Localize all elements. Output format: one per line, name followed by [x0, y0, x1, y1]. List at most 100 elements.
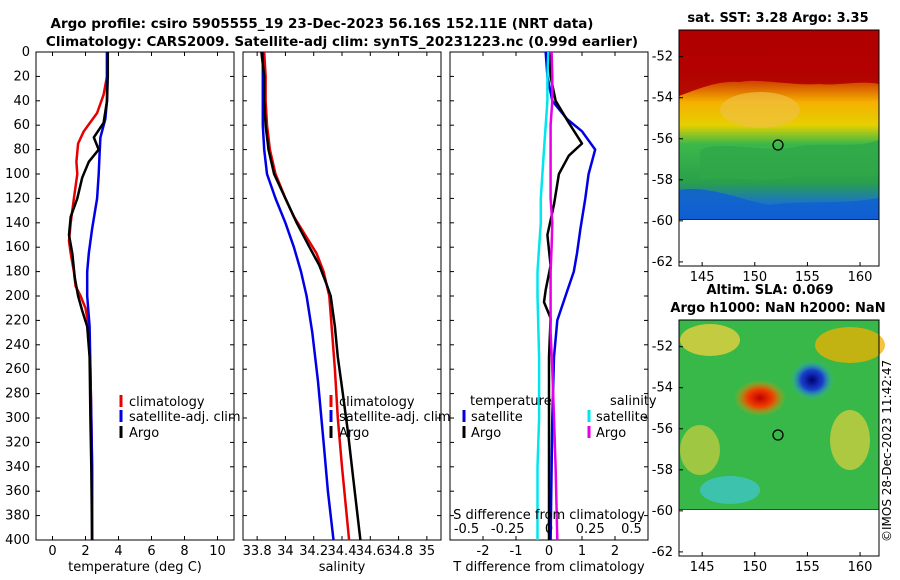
sla-patch	[680, 425, 720, 475]
temperature-xtick-label: 6	[147, 544, 155, 559]
difference-legend: temperature salinity satellite Argo sate…	[462, 394, 657, 441]
legend-header-salinity: salinity	[610, 394, 657, 409]
map_sst-lon-tick-label: 145	[690, 270, 715, 285]
map_sla-lat-tick-label: -54	[652, 381, 673, 396]
depth-tick-label: 100	[5, 167, 30, 182]
legend-label-t-argo: Argo	[471, 426, 501, 441]
map_sst-lat-tick-label: -62	[652, 255, 673, 270]
depth-tick-label: 340	[5, 460, 30, 475]
sla-low	[790, 360, 834, 400]
map_sst-lat-tick-label: -60	[652, 214, 673, 229]
sla-map-title1: Altim. SLA: 0.069	[707, 283, 834, 298]
map_sst-lat-tick-label: -58	[652, 173, 673, 188]
sla-map	[678, 319, 885, 511]
legend-label-t-satellite: satellite	[471, 410, 523, 425]
legend-label-climatology: climatology	[129, 395, 205, 410]
salinity-legend: climatology satellite-adj. clim Argo	[329, 395, 451, 441]
temperature-legend: climatology satellite-adj. clim Argo	[119, 395, 241, 441]
sst-no-data-area	[679, 220, 879, 266]
temperature-xtick-label: 4	[114, 544, 122, 559]
salinity-xtick-label: 34.4	[328, 544, 357, 559]
temperature-xlabel: temperature (deg C)	[68, 560, 202, 575]
difference-top-tick-label: -0.25	[491, 522, 525, 537]
difference-xtick-label: 0	[545, 544, 553, 559]
salinity-xtick-label: 33.8	[243, 544, 272, 559]
sla-map-title2: Argo h1000: NaN h2000: NaN	[670, 301, 885, 316]
salinity-series-satellite-adj-clim	[261, 52, 335, 541]
difference-series-salinity-satellite	[536, 51, 550, 540]
sla-high	[734, 380, 786, 416]
depth-tick-label: 320	[5, 435, 30, 450]
depth-tick-label: 0	[22, 45, 30, 60]
difference-xtick-label: 1	[578, 544, 586, 559]
map_sst-lon-tick-label: 155	[795, 270, 820, 285]
salinity-xtick-label: 34.6	[356, 544, 385, 559]
map_sla-lon-tick-label: 155	[795, 560, 820, 575]
depth-tick-label: 300	[5, 411, 30, 426]
map_sla-lat-tick-label: -58	[652, 463, 673, 478]
salinity-xtick-label: 34	[277, 544, 294, 559]
depth-tick-label: 40	[13, 94, 30, 109]
depth-tick-label: 60	[13, 118, 30, 133]
map_sla-lon-tick-label: 145	[690, 560, 715, 575]
legend-label-satellite: satellite-adj. clim	[129, 410, 241, 425]
depth-tick-label: 380	[5, 509, 30, 524]
map_sla-lon-tick-label: 160	[848, 560, 873, 575]
legend-label-satellite: satellite-adj. clim	[339, 410, 451, 425]
difference-xtick-label: 2	[611, 544, 619, 559]
depth-tick-label: 260	[5, 362, 30, 377]
argo-position-marker	[772, 429, 784, 441]
depth-tick-label: 360	[5, 484, 30, 499]
legend-label-argo: Argo	[129, 426, 159, 441]
map_sst-lat-tick-label: -54	[652, 91, 673, 106]
legend-label-argo: Argo	[339, 426, 369, 441]
salinity-xtick-label: 35	[419, 544, 436, 559]
sst-warm-region	[679, 30, 879, 96]
salinity-xtick-label: 34.2	[299, 544, 328, 559]
map_sst-lon-tick-label: 160	[848, 270, 873, 285]
depth-tick-label: 200	[5, 289, 30, 304]
salinity-series-argo	[260, 51, 362, 541]
temperature-plot-frame	[35, 51, 235, 541]
sst-map-frame	[678, 29, 880, 267]
map_sla-lat-tick-label: -60	[652, 504, 673, 519]
map_sla-lat-tick-label: -56	[652, 422, 673, 437]
sst-cold-region	[679, 188, 879, 220]
depth-tick-label: 180	[5, 265, 30, 280]
difference-xtick-label: -1	[510, 544, 523, 559]
salinity-xlabel: salinity	[319, 560, 366, 575]
depth-tick-label: 140	[5, 216, 30, 231]
temperature-xtick-label: 2	[81, 544, 89, 559]
sst-map	[678, 29, 880, 221]
temperature-xtick-label: 10	[209, 544, 226, 559]
depth-tick-label: 400	[5, 533, 30, 548]
argo-position-marker	[772, 139, 784, 151]
temperature-xtick-label: 0	[48, 544, 56, 559]
map_sst-lat-tick-label: -52	[652, 50, 673, 65]
map_sst-lon-tick-label: 150	[742, 270, 767, 285]
sla-patch	[700, 476, 760, 504]
depth-tick-label: 20	[13, 69, 30, 84]
figure-title-line1: Argo profile: csiro 5905555_19 23-Dec-20…	[51, 16, 594, 32]
difference-top-tick-label: 0.25	[576, 522, 605, 537]
figure-title-line2: Climatology: CARS2009. Satellite-adj cli…	[46, 34, 638, 50]
map_sla-lon-tick-label: 150	[742, 560, 767, 575]
imos-watermark: ©IMOS 28-Dec-2023 11:42:47	[880, 360, 894, 542]
sla-patch	[830, 410, 870, 470]
sla-patch	[680, 324, 740, 356]
difference-top-label: S difference from climatology	[453, 508, 645, 523]
sst-map-title: sat. SST: 3.28 Argo: 3.35	[687, 11, 868, 26]
temperature-xtick-label: 8	[180, 544, 188, 559]
difference-xlabel: T difference from climatology	[452, 560, 645, 575]
sla-map-frame	[678, 319, 880, 557]
sst-front	[720, 92, 800, 128]
salinity-series-climatology	[262, 51, 351, 541]
map_sla-lat-tick-label: -62	[652, 545, 673, 560]
depth-tick-label: 240	[5, 338, 30, 353]
legend-header-temperature: temperature	[470, 394, 552, 409]
difference-top-tick-label: -0.5	[454, 522, 479, 537]
depth-tick-label: 160	[5, 240, 30, 255]
difference-xtick-label: -2	[477, 544, 490, 559]
depth-tick-label: 80	[13, 143, 30, 158]
